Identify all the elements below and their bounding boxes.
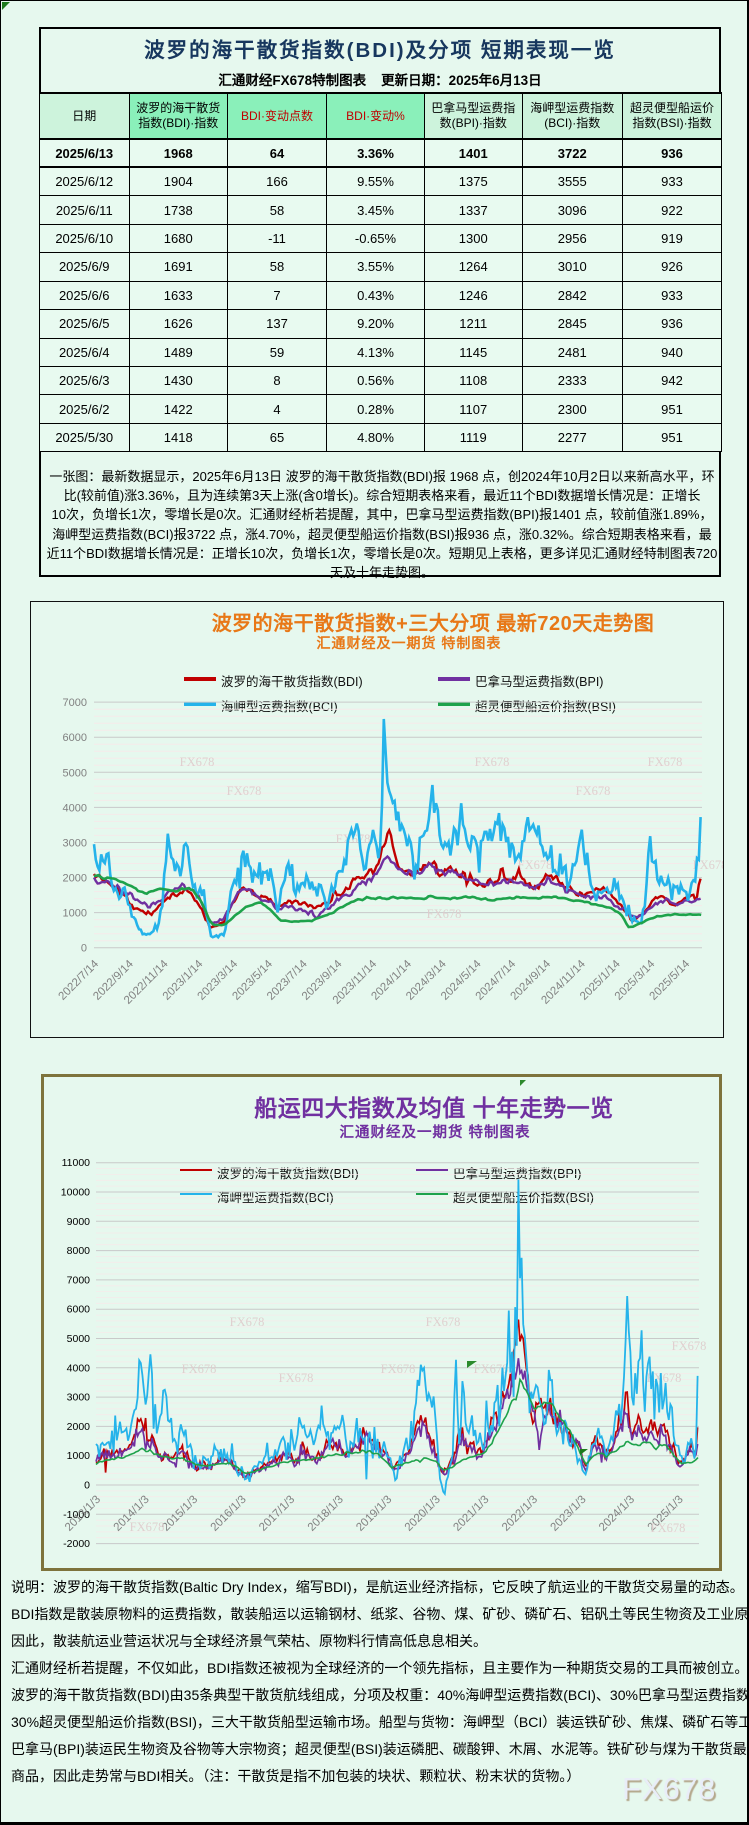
svg-text:8000: 8000 xyxy=(67,1245,91,1257)
svg-text:5000: 5000 xyxy=(67,1333,91,1345)
svg-text:2015/1/3: 2015/1/3 xyxy=(160,1494,200,1534)
svg-text:4000: 4000 xyxy=(67,1362,91,1374)
svg-text:FX678: FX678 xyxy=(693,858,723,872)
svg-text:2000: 2000 xyxy=(67,1421,91,1433)
svg-text:2022/1/3: 2022/1/3 xyxy=(500,1494,540,1534)
svg-text:FX678: FX678 xyxy=(180,755,215,769)
svg-text:2023/1/3: 2023/1/3 xyxy=(548,1494,588,1534)
svg-text:11000: 11000 xyxy=(62,1157,91,1169)
svg-text:FX678: FX678 xyxy=(474,1362,509,1376)
svg-text:FX678: FX678 xyxy=(427,907,462,921)
svg-text:FX678: FX678 xyxy=(426,1315,461,1329)
svg-text:2020/1/3: 2020/1/3 xyxy=(403,1494,443,1534)
svg-text:-2000: -2000 xyxy=(63,1538,90,1550)
svg-text:2021/1/3: 2021/1/3 xyxy=(451,1494,491,1534)
svg-text:2024/1/3: 2024/1/3 xyxy=(597,1494,637,1534)
svg-text:1000: 1000 xyxy=(63,908,87,920)
svg-text:-1000: -1000 xyxy=(63,1509,90,1521)
svg-text:10000: 10000 xyxy=(61,1187,90,1199)
svg-text:2019/1/3: 2019/1/3 xyxy=(354,1494,394,1534)
svg-text:FX678: FX678 xyxy=(576,784,611,798)
svg-text:4000: 4000 xyxy=(63,802,87,814)
svg-text:7000: 7000 xyxy=(63,697,87,709)
svg-text:FX678: FX678 xyxy=(651,1521,686,1535)
svg-text:FX678: FX678 xyxy=(130,1520,165,1534)
svg-text:1000: 1000 xyxy=(67,1450,91,1462)
svg-text:9000: 9000 xyxy=(67,1216,91,1228)
svg-text:FX678: FX678 xyxy=(672,1339,707,1353)
svg-text:0: 0 xyxy=(81,943,87,955)
svg-text:FX678: FX678 xyxy=(648,755,683,769)
svg-text:6000: 6000 xyxy=(63,732,87,744)
svg-text:0: 0 xyxy=(84,1480,90,1492)
svg-text:2017/1/3: 2017/1/3 xyxy=(257,1494,297,1534)
svg-text:5000: 5000 xyxy=(63,767,87,779)
svg-text:2018/1/3: 2018/1/3 xyxy=(306,1494,346,1534)
svg-text:7000: 7000 xyxy=(67,1274,91,1286)
svg-text:FX678: FX678 xyxy=(182,1362,217,1376)
svg-text:FX678: FX678 xyxy=(230,1315,265,1329)
svg-text:FX678: FX678 xyxy=(518,858,553,872)
svg-text:3000: 3000 xyxy=(63,838,87,850)
svg-text:2016/1/3: 2016/1/3 xyxy=(209,1494,249,1534)
svg-text:FX678: FX678 xyxy=(279,1371,314,1385)
svg-text:FX678: FX678 xyxy=(475,755,510,769)
svg-text:FX678: FX678 xyxy=(381,1362,416,1376)
svg-text:3000: 3000 xyxy=(67,1392,91,1404)
svg-text:FX678: FX678 xyxy=(227,784,262,798)
svg-text:2000: 2000 xyxy=(63,873,87,885)
svg-text:6000: 6000 xyxy=(67,1304,91,1316)
